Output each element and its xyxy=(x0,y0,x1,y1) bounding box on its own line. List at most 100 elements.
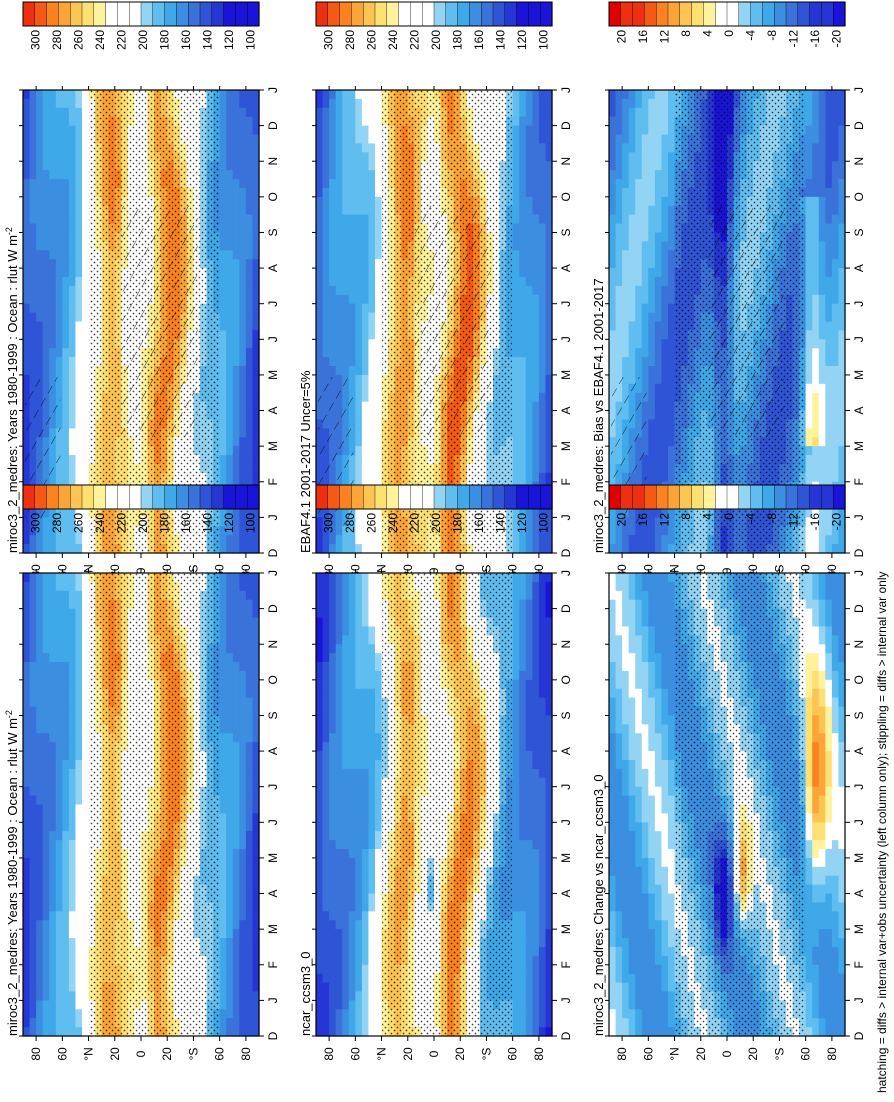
heatmap-cell xyxy=(245,294,254,305)
stippling-overlay xyxy=(89,573,219,1036)
heatmap-cell xyxy=(68,285,77,296)
heatmap-cell xyxy=(55,116,63,127)
heatmap-cell xyxy=(23,232,31,242)
heatmap-cell xyxy=(219,911,227,921)
heatmap-cell xyxy=(68,517,77,527)
heatmap-cell xyxy=(62,751,70,761)
heatmap-cell xyxy=(226,751,234,761)
heatmap-cell xyxy=(316,161,324,171)
heatmap-cell xyxy=(82,795,90,806)
heatmap-cell xyxy=(82,410,90,421)
month-tick-label: M xyxy=(266,441,280,451)
heatmap-cell xyxy=(29,688,37,699)
heatmap-cell xyxy=(49,161,57,171)
heatmap-cell xyxy=(29,1018,37,1028)
heatmap-cell xyxy=(68,768,77,779)
heatmap-cell xyxy=(36,742,44,752)
heatmap-cell xyxy=(29,911,37,921)
heatmap-cell xyxy=(322,276,330,287)
heatmap-cell xyxy=(82,813,90,823)
heatmap-cell xyxy=(245,955,254,966)
heatmap-cell xyxy=(368,223,376,234)
heatmap-cell xyxy=(42,179,50,189)
heatmap-cell xyxy=(219,875,227,886)
heatmap-cell xyxy=(232,285,240,296)
heatmap-cell xyxy=(29,285,37,296)
heatmap-cell xyxy=(348,196,356,207)
heatmap-cell xyxy=(29,223,37,234)
heatmap-cell xyxy=(335,544,343,554)
heatmap-cell xyxy=(36,786,44,797)
heatmap-cell xyxy=(335,276,343,287)
heatmap-cell xyxy=(23,170,31,180)
heatmap-cell xyxy=(82,626,90,636)
heatmap-cell xyxy=(219,312,227,323)
heatmap-cell xyxy=(245,777,254,788)
heatmap-cell xyxy=(29,90,37,100)
heatmap-cell xyxy=(42,1018,50,1028)
heatmap-cell xyxy=(245,366,254,376)
heatmap-cell xyxy=(23,973,31,984)
heatmap-cell xyxy=(232,446,240,456)
heatmap-cell xyxy=(368,250,376,260)
heatmap-cell xyxy=(68,688,77,699)
heatmap-cell xyxy=(55,1018,63,1028)
heatmap-cell xyxy=(68,339,77,349)
heatmap-cell xyxy=(348,339,356,349)
heatmap-cell xyxy=(219,679,227,690)
heatmap-cell xyxy=(68,644,77,654)
heatmap-cell xyxy=(232,964,240,975)
heatmap-cell xyxy=(23,223,31,234)
heatmap-cell xyxy=(68,366,77,376)
heatmap-cell xyxy=(316,98,324,109)
heatmap-cell xyxy=(49,214,57,225)
heatmap-cell xyxy=(252,715,260,725)
colorbar-tick-label: 220 xyxy=(115,30,129,50)
heatmap-cell xyxy=(68,955,77,966)
heatmap-cell xyxy=(219,161,227,171)
heatmap-cell xyxy=(75,446,83,456)
heatmap-cell xyxy=(36,366,44,376)
heatmap-cell xyxy=(226,706,234,717)
heatmap-cell xyxy=(252,679,260,690)
heatmap-cell xyxy=(36,107,44,118)
heatmap-cell xyxy=(239,920,247,930)
heatmap-cell xyxy=(36,644,44,654)
heatmap-cell xyxy=(55,312,63,323)
month-tick-label: D xyxy=(266,604,280,613)
heatmap-cell xyxy=(62,759,70,770)
heatmap-cell xyxy=(375,170,383,180)
heatmap-cell xyxy=(219,581,227,592)
heatmap-cell xyxy=(49,259,57,269)
heatmap-cell xyxy=(75,581,83,592)
heatmap-cell xyxy=(245,866,254,877)
heatmap-cell xyxy=(68,733,77,743)
heatmap-cell xyxy=(252,312,260,323)
heatmap-cell xyxy=(316,544,324,554)
heatmap-cell xyxy=(29,982,37,993)
heatmap-cell xyxy=(245,1018,254,1028)
heatmap-cell xyxy=(55,90,63,100)
colorbar-swatch xyxy=(164,484,178,510)
heatmap-cell xyxy=(55,964,63,975)
heatmap-cell xyxy=(55,250,63,260)
heatmap-cell xyxy=(245,724,254,734)
heatmap-cell xyxy=(49,1000,57,1010)
heatmap-cell xyxy=(62,911,70,921)
heatmap-cell xyxy=(226,535,234,545)
heatmap-cell xyxy=(36,330,44,340)
heatmap-cell xyxy=(348,170,356,180)
heatmap-cell xyxy=(82,170,90,180)
heatmap-cell xyxy=(62,463,70,474)
heatmap-cell xyxy=(342,116,350,127)
heatmap-cell xyxy=(252,599,260,610)
heatmap-cell xyxy=(82,125,90,136)
heatmap-cell xyxy=(245,581,254,592)
heatmap-cell xyxy=(219,419,227,429)
heatmap-cell xyxy=(361,526,370,536)
heatmap-cell xyxy=(219,366,227,376)
heatmap-cell xyxy=(239,706,247,717)
heatmap-cell xyxy=(68,303,77,314)
heatmap-cell xyxy=(375,339,383,349)
heatmap-cell xyxy=(368,357,376,367)
